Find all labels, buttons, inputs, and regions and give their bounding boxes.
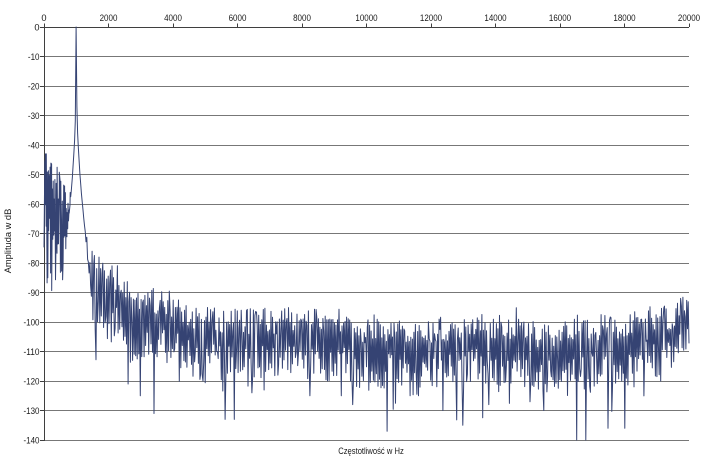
svg-text:0: 0	[41, 13, 46, 23]
svg-text:-110: -110	[24, 347, 40, 357]
svg-text:14000: 14000	[484, 13, 506, 23]
svg-text:8000: 8000	[293, 13, 311, 23]
svg-text:4000: 4000	[164, 13, 182, 23]
svg-text:-80: -80	[28, 258, 40, 268]
svg-text:12000: 12000	[420, 13, 442, 23]
svg-text:2000: 2000	[100, 13, 118, 23]
svg-text:-100: -100	[24, 317, 40, 327]
svg-text:Częstotliwość w Hz: Częstotliwość w Hz	[338, 446, 404, 456]
svg-text:-20: -20	[28, 81, 40, 91]
svg-text:-70: -70	[28, 229, 40, 239]
svg-text:16000: 16000	[549, 13, 571, 23]
svg-text:-30: -30	[28, 111, 40, 121]
svg-text:-130: -130	[24, 406, 40, 416]
svg-text:6000: 6000	[229, 13, 247, 23]
svg-text:-120: -120	[24, 376, 40, 386]
svg-text:Amplituda w dB: Amplituda w dB	[3, 209, 13, 274]
svg-text:0: 0	[34, 22, 39, 32]
svg-text:18000: 18000	[613, 13, 635, 23]
svg-text:-60: -60	[28, 199, 40, 209]
svg-text:-50: -50	[28, 170, 40, 180]
svg-text:-40: -40	[28, 140, 40, 150]
svg-text:-140: -140	[24, 435, 40, 445]
svg-text:10000: 10000	[355, 13, 377, 23]
svg-text:-10: -10	[28, 52, 40, 62]
svg-text:-90: -90	[28, 288, 40, 298]
svg-text:20000: 20000	[678, 13, 700, 23]
